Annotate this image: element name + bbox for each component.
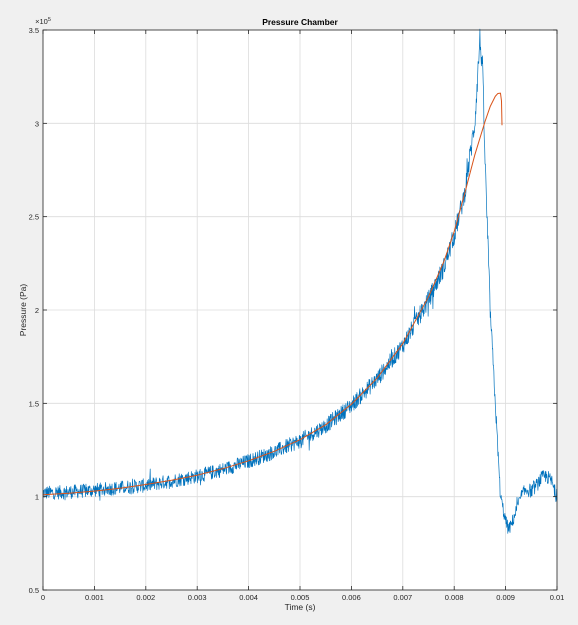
y-tick-label: 1.5 [29, 399, 39, 408]
y-tick-label: 3.5 [29, 26, 39, 35]
series-line-measured [42, 28, 558, 534]
y-tick-label: 2 [35, 306, 39, 315]
y-tick-label: 1 [35, 493, 39, 502]
chart-title: Pressure Chamber [262, 17, 338, 27]
x-tick-label: 0.005 [291, 593, 310, 602]
y-axis-exponent: ×105 [35, 17, 51, 26]
x-tick-label: 0.004 [239, 593, 258, 602]
x-tick-label: 0.002 [136, 593, 155, 602]
x-tick-label: 0.008 [445, 593, 464, 602]
y-axis-exponent-power: 5 [48, 17, 51, 23]
x-tick-label: 0 [41, 593, 45, 602]
series-line-model [42, 92, 503, 496]
series-layer [42, 28, 558, 534]
y-tick-label: 2.5 [29, 213, 39, 222]
x-tick-label: 0.009 [496, 593, 515, 602]
x-axis-label: Time (s) [285, 602, 316, 612]
x-tick-label: 0.003 [188, 593, 207, 602]
tick-layer: 0 0.001 0.002 0.003 0.004 0.005 0.006 0.007 0.00… [29, 26, 565, 602]
y-axis-label: Pressure (Pa) [18, 284, 28, 337]
x-tick-label: 0.007 [393, 593, 412, 602]
y-tick-label: 0.5 [29, 586, 39, 595]
y-tick-label: 3 [35, 119, 39, 128]
x-tick-label: 0.006 [342, 593, 361, 602]
x-tick-label: 0.001 [85, 593, 104, 602]
x-tick-label: 0.01 [550, 593, 565, 602]
y-axis-exponent-base: ×10 [35, 17, 48, 26]
